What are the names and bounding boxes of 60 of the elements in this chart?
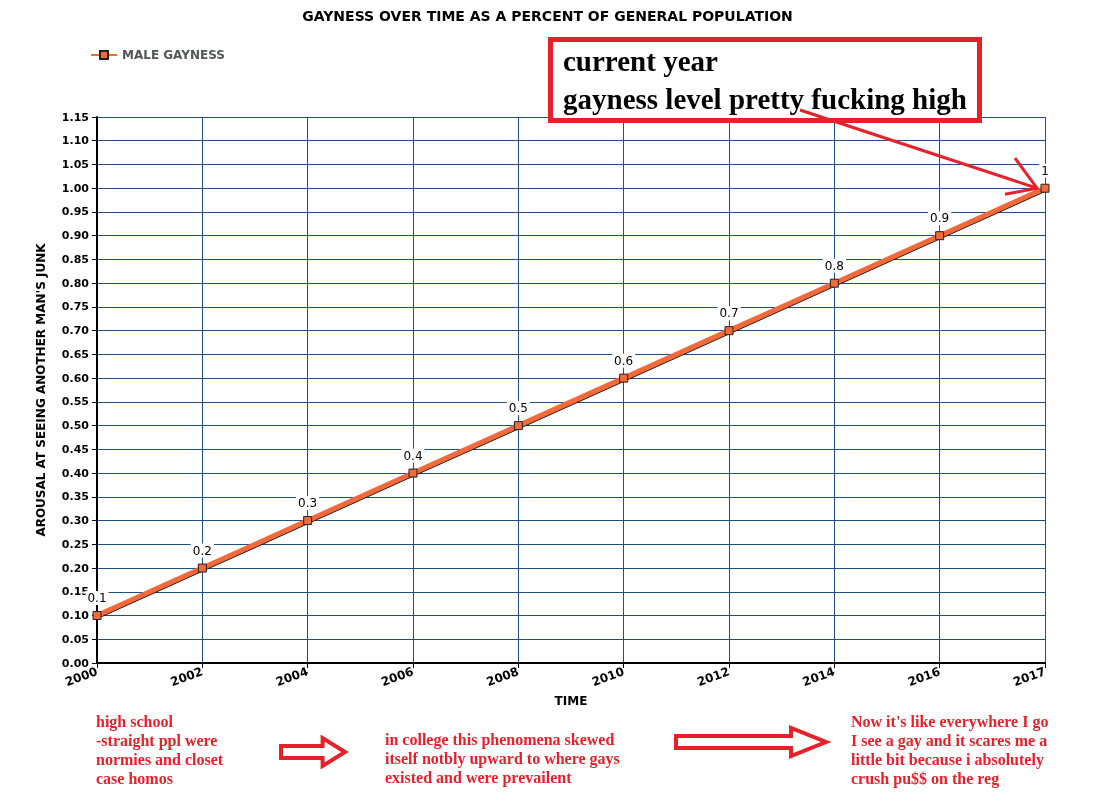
y-tick-label: 0.90 [61, 229, 90, 243]
data-label: 0.6 [614, 353, 634, 368]
data-label: 0.3 [298, 496, 318, 511]
x-tick-label: 2014 [800, 664, 837, 689]
point [303, 516, 313, 526]
point [724, 326, 734, 336]
x-axis-title: TIME [554, 694, 588, 708]
y-tick-label: 0.10 [61, 609, 90, 623]
y-tick-label: 0.60 [61, 371, 90, 385]
text: Now it's like everywhere I go I see a gay and it scares me a little bit because i absolutely crush pu$$ on the reg [851, 712, 1049, 788]
data-label: 0.7 [719, 306, 739, 321]
data-label: 0.9 [930, 211, 950, 226]
point [408, 468, 418, 478]
legend-label: MALE GAYNESS [122, 48, 225, 62]
text: in college this phenomena skewed itself notbly upward to where gays existed and were prevailent [385, 730, 620, 787]
y-tick-label: 1.00 [61, 181, 90, 195]
data-label: 0.2 [192, 543, 212, 558]
y-tick-label: 0.50 [61, 419, 90, 433]
y-tick-label: 0.35 [61, 490, 89, 504]
data-label: 0.8 [824, 258, 844, 273]
x-tick-label: 2012 [695, 664, 732, 689]
annotation: current year gayness level pretty fucking high [548, 37, 982, 123]
y-tick-label: 1.15 [61, 110, 89, 124]
x-tick-label: 2002 [168, 664, 205, 689]
y-tick-label: 0.20 [61, 561, 90, 575]
y-tick-label: 0.95 [61, 205, 89, 219]
data-label: 0.4 [403, 448, 423, 463]
x-tick-label: 2006 [379, 664, 416, 689]
x-tick-label: 2017 [1011, 664, 1048, 689]
y-tick-label: 1.05 [61, 157, 89, 171]
y-tick-label: 0.30 [61, 514, 90, 528]
point [92, 611, 102, 621]
x-tick-label: 2016 [905, 664, 943, 689]
point [829, 278, 839, 288]
y-tick-label: 0.40 [61, 466, 90, 480]
y-tick-label: 0.80 [61, 276, 90, 290]
point [1040, 183, 1050, 193]
y-tick-label: 0.45 [61, 442, 89, 456]
data-label: 0.1 [87, 591, 107, 606]
x-tick-label: 2008 [484, 664, 521, 689]
point [935, 231, 945, 241]
data-label: 0.5 [508, 401, 528, 416]
x-tick-label: 2010 [589, 664, 627, 689]
point [513, 421, 523, 431]
y-tick-label: 0.75 [61, 300, 89, 314]
data-label: 1 [1041, 163, 1049, 178]
y-tick-label: 0.70 [61, 324, 90, 338]
y-tick-label: 1.10 [61, 134, 90, 148]
y-tick-label: 0.05 [61, 632, 89, 646]
point [197, 563, 207, 573]
x-tick-label: 2004 [273, 664, 311, 689]
point [619, 373, 629, 383]
y-axis-title: AROUSAL AT SEEING ANOTHER MAN'S JUNK [34, 242, 48, 537]
y-tick-label: 0.65 [61, 347, 89, 361]
y-tick-label: 0.00 [61, 656, 90, 670]
text: high school -straight ppl were normies and closet case homos [96, 712, 224, 788]
y-tick-label: 0.85 [61, 252, 89, 266]
chart-title: GAYNESS OVER TIME AS A PERCENT OF GENERAL POPULATION [302, 8, 793, 24]
y-tick-label: 0.25 [61, 537, 89, 551]
y-tick-label: 0.55 [61, 395, 89, 409]
